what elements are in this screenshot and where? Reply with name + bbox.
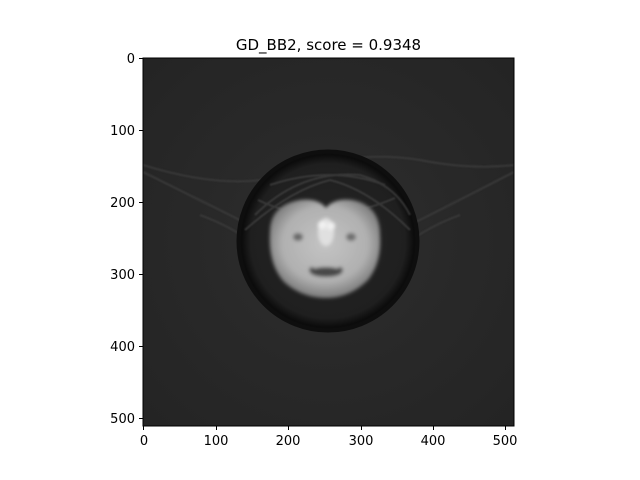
figure-title: GD_BB2, score = 0.9348 [236,36,421,55]
x-tick-label: 300 [349,434,374,449]
y-tick-label: 200 [110,196,135,211]
y-axis: 0 100 200 300 400 500 [110,52,143,427]
y-tick-label: 100 [110,124,135,139]
ct-slice-image [143,58,514,426]
y-tick-label: 300 [110,268,135,283]
axes-frame [142,57,515,427]
x-tick-label: 0 [140,434,148,449]
x-tick-label: 100 [204,434,229,449]
y-tick-label: 0 [127,52,135,67]
y-tick-label: 500 [110,412,135,427]
x-tick-label: 200 [276,434,301,449]
x-tick-label: 400 [421,434,446,449]
y-tick-label: 400 [110,340,135,355]
x-tick-label: 500 [493,434,518,449]
x-axis: 0 100 200 300 400 500 [140,426,518,449]
